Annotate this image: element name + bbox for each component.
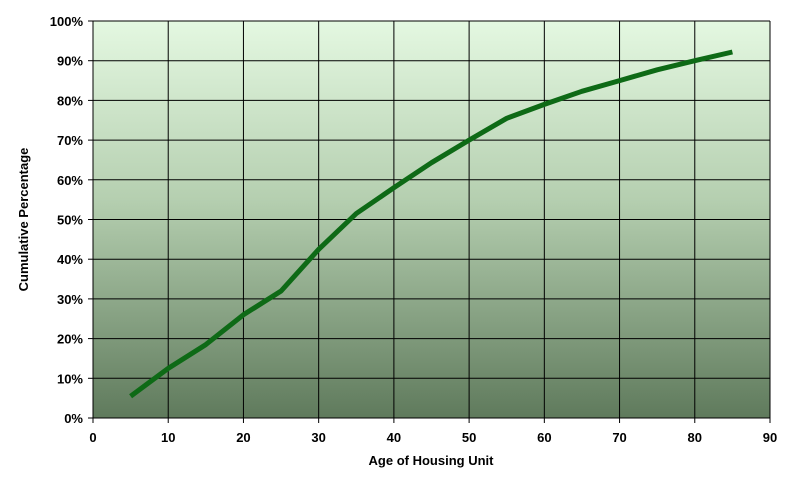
x-tick-label: 10 <box>161 430 175 445</box>
grid-lines <box>92 20 771 419</box>
x-axis-ticks: 0 10 20 30 40 50 60 70 80 90 <box>89 418 777 445</box>
y-tick-label: 0% <box>64 411 83 426</box>
x-tick-label: 70 <box>612 430 626 445</box>
x-tick-label: 0 <box>89 430 96 445</box>
x-axis-title: Age of Housing Unit <box>369 453 495 468</box>
y-tick-label: 90% <box>57 54 83 69</box>
y-tick-label: 40% <box>57 252 83 267</box>
y-tick-label: 20% <box>57 332 83 347</box>
y-tick-label: 80% <box>57 93 83 108</box>
series-layer <box>129 49 733 399</box>
x-tick-label: 90 <box>763 430 777 445</box>
y-tick-label: 60% <box>57 173 83 188</box>
y-tick-label: 100% <box>50 14 84 29</box>
y-tick-label: 50% <box>57 213 83 228</box>
x-tick-label: 50 <box>462 430 476 445</box>
x-tick-label: 20 <box>236 430 250 445</box>
x-tick-label: 80 <box>688 430 702 445</box>
y-axis-ticks: 0% 10% 20% 30% 40% 50% 60% 70% 80% 90% 100% <box>50 14 93 426</box>
y-tick-label: 30% <box>57 292 83 307</box>
y-tick-label: 10% <box>57 371 83 386</box>
y-tick-label: 70% <box>57 133 83 148</box>
series-line <box>129 49 733 399</box>
x-tick-label: 60 <box>537 430 551 445</box>
x-tick-label: 40 <box>387 430 401 445</box>
x-tick-label: 30 <box>311 430 325 445</box>
y-axis-title: Cumulative Percentage <box>16 148 31 292</box>
